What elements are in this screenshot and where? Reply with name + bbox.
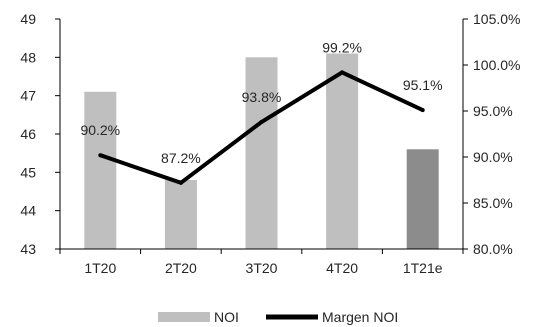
bar-noi-1t21e xyxy=(406,149,439,249)
right-axis-tick-label: 80.0% xyxy=(473,241,513,257)
left-axis-tick-label: 46 xyxy=(20,126,36,142)
left-axis-tick-label: 44 xyxy=(20,203,36,219)
right-axis-tick-label: 85.0% xyxy=(473,195,513,211)
left-axis-tick-label: 45 xyxy=(20,164,36,180)
right-axis-tick-label: 100.0% xyxy=(473,57,520,73)
line-series-group xyxy=(98,70,425,186)
left-axis-tick-label: 47 xyxy=(20,88,36,104)
x-axis-tick-label: 3T20 xyxy=(246,260,278,276)
left-axis-tick-label: 49 xyxy=(20,11,36,27)
right-axis-tick-label: 105.0% xyxy=(473,11,520,27)
x-axis-tick-label: 1T21e xyxy=(403,260,443,276)
axes-group: 43 44 45 46 47 48 49 80.0% 85.0% 90.0% 95.0% 100.0%… xyxy=(20,11,520,276)
left-axis-tick-label: 43 xyxy=(20,241,36,257)
bar-noi-4t20 xyxy=(326,53,359,249)
bar-series-group xyxy=(84,53,439,249)
line-point-margen-noi xyxy=(98,153,103,158)
line-point-margen-noi xyxy=(340,70,345,75)
legend-swatch-noi xyxy=(158,312,210,322)
line-point-margen-noi xyxy=(420,108,425,113)
right-axis-tick-label: 90.0% xyxy=(473,149,513,165)
x-axis-tick-label: 4T20 xyxy=(326,260,358,276)
legend: NOI Margen NOI xyxy=(158,309,398,325)
data-label-margen-noi: 99.2% xyxy=(322,39,362,55)
data-label-margen-noi: 95.1% xyxy=(403,77,443,93)
x-axis-tick-label: 1T20 xyxy=(84,260,116,276)
data-label-margen-noi: 87.2% xyxy=(161,150,201,166)
bar-noi-3t20 xyxy=(245,57,278,249)
right-axis-tick-label: 95.0% xyxy=(473,103,513,119)
line-point-margen-noi xyxy=(259,120,264,124)
legend-label-margen-noi: Margen NOI xyxy=(322,309,398,325)
left-axis-tick-label: 48 xyxy=(20,49,36,65)
data-label-margen-noi: 90.2% xyxy=(80,122,120,138)
legend-label-noi: NOI xyxy=(214,309,239,325)
bar-noi-2t20 xyxy=(164,180,197,249)
data-label-group: 90.2% 87.2% 93.8% 99.2% 95.1% xyxy=(80,39,442,165)
bar-noi-1t20 xyxy=(84,91,117,249)
x-axis-tick-label: 2T20 xyxy=(165,260,197,276)
data-label-margen-noi: 93.8% xyxy=(242,89,282,105)
line-point-margen-noi xyxy=(178,180,183,185)
